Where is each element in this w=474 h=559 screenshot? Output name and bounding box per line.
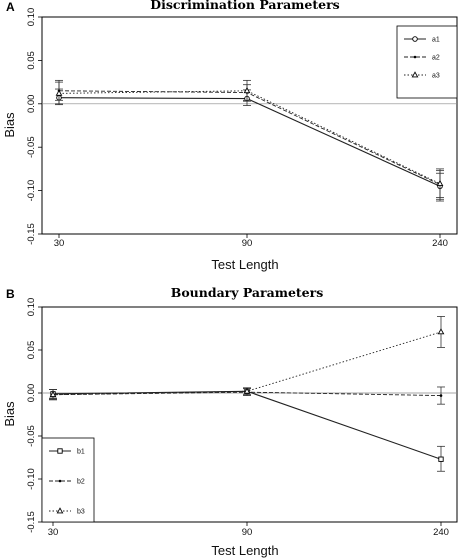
series-b1-line [52, 390, 442, 460]
panel-b-plot-frame [41, 306, 458, 523]
panel-b-y-tick-label-0: 0.10 [26, 298, 37, 317]
panel-b-ylabel: Bias [2, 401, 17, 427]
panel-b-y-tick-label-4: -0.10 [26, 468, 37, 490]
panel-a-axes: 0.10 0.05 0.00 -0.05 -0.10 -0.15 30 90 240 [26, 8, 448, 249]
panel-a-plot-frame [41, 16, 458, 235]
panel-b-xlabel: Test Length [211, 543, 278, 558]
panel-b: B Boundary Parameters Test Length Bias 0… [2, 285, 458, 558]
legend-b1-marker [57, 448, 63, 454]
legend-b2-marker [58, 479, 62, 483]
legend-a1-marker [412, 36, 418, 42]
panel-a-x-tick-label-0: 30 [54, 238, 65, 249]
legend-a2-marker [413, 55, 417, 59]
panel-b-y-tick-label-1: 0.05 [26, 341, 37, 360]
panel-a-y-tick-label-0: 0.10 [26, 8, 37, 27]
legend-a2-label: a2 [432, 55, 440, 62]
panel-b-y-tick-label-3: -0.05 [26, 425, 37, 447]
series-b3-point-1 [243, 387, 251, 394]
series-a3-line [58, 90, 441, 185]
legend-b1-label: b1 [77, 449, 85, 456]
panel-b-series [49, 316, 445, 472]
panel-a-ylabel: Bias [2, 112, 17, 138]
panel-a-y-tick-label-2: 0.00 [26, 95, 37, 114]
series-a1 [55, 88, 444, 202]
series-b3 [49, 316, 445, 400]
panel-a-y-tick-label-4: -0.10 [26, 180, 37, 202]
series-a3-point-0 [55, 89, 63, 96]
legend-a1-label: a1 [432, 37, 440, 44]
series-b1 [49, 387, 445, 472]
series-b3-point-2 [437, 328, 445, 335]
series-b2-point-2 [439, 394, 443, 397]
panel-a-title: Discrimination Parameters [150, 0, 339, 12]
panel-b-legend: b1 b2 b3 [41, 437, 95, 523]
panel-a-letter: A [6, 0, 15, 14]
panel-b-axes: 0.10 0.05 0.00 -0.05 -0.10 -0.15 30 90 240 [26, 298, 449, 538]
panel-a-legend: a1 a2 a3 [396, 25, 458, 99]
panel-b-x-tick-label-1: 90 [242, 527, 253, 538]
panel-a-xlabel: Test Length [211, 257, 278, 272]
panel-a-x-tick-label-1: 90 [242, 238, 253, 249]
series-a1-line [58, 97, 441, 187]
panel-a-legend-box [396, 25, 458, 99]
series-a3-point-1 [243, 87, 251, 94]
panel-b-letter: B [6, 287, 15, 301]
panel-b-x-tick-label-2: 240 [433, 527, 449, 538]
series-b3-line [52, 331, 442, 396]
panel-b-x-tick-label-0: 30 [48, 527, 59, 538]
panel-a: A Discrimination Parameters Test Length … [2, 0, 458, 272]
panel-a-x-tick-label-2: 240 [432, 238, 448, 249]
panel-a-series [55, 79, 444, 202]
legend-b3-label: b3 [77, 509, 85, 516]
panel-a-y-tick-label-1: 0.05 [26, 51, 37, 70]
series-a3-point-2 [436, 179, 444, 187]
legend-a3-label: a3 [432, 73, 440, 80]
panel-b-title: Boundary Parameters [171, 285, 324, 300]
series-a2-line [58, 90, 441, 185]
series-b1-point-2 [438, 456, 444, 462]
panel-b-y-tick-label-5: -0.15 [26, 511, 37, 533]
legend-b2-label: b2 [77, 479, 85, 486]
legend-b3-marker [56, 507, 64, 514]
series-b3-point-0 [49, 390, 57, 398]
panel-a-y-tick-label-5: -0.15 [26, 223, 37, 245]
series-a3 [55, 79, 444, 198]
panel-b-y-tick-label-2: 0.00 [26, 384, 37, 403]
panel-b-legend-box [41, 437, 95, 523]
panel-a-y-tick-label-3: -0.05 [26, 136, 37, 158]
legend-a3-marker [411, 71, 419, 78]
